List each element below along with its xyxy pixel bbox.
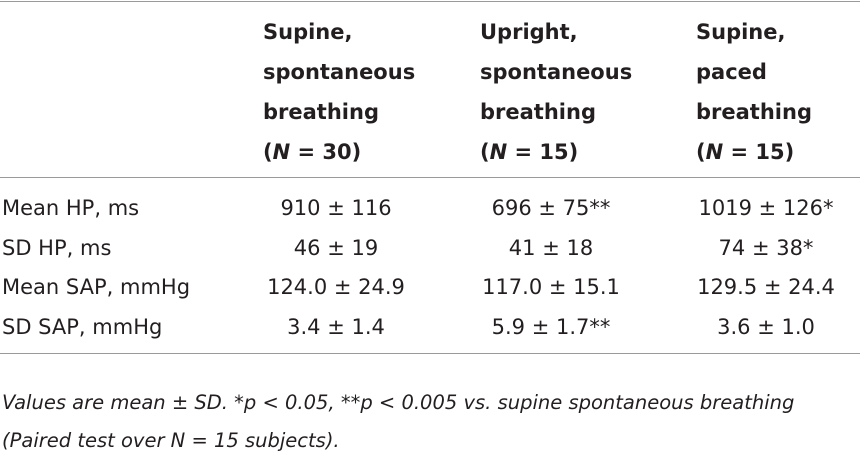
n-rest: = 15)	[723, 140, 795, 164]
cell-value: 5.9 ± 1.7**	[491, 314, 611, 339]
cell-value: 124.0 ± 24.9	[267, 275, 405, 299]
column-header-line: Supine,	[696, 20, 786, 44]
n-open: (	[263, 140, 273, 164]
column-header-line: spontaneous	[480, 60, 633, 84]
cell-value: 3.6 ± 1.0	[717, 314, 815, 339]
cell-value: 1019 ± 126*	[698, 196, 834, 220]
column-header-n: (N = 15)	[480, 132, 578, 172]
cell-value: 46 ± 19	[293, 235, 379, 260]
cell-value: 41 ± 18	[508, 235, 594, 260]
header-rule	[0, 177, 860, 178]
column-header-n: (N = 15)	[696, 132, 794, 172]
n-rest: = 15)	[507, 140, 579, 164]
n-open: (	[480, 140, 490, 164]
top-rule	[0, 1, 860, 2]
n-symbol: N	[705, 140, 724, 164]
cell-value: 74 ± 38*	[718, 235, 814, 260]
column-header-line: Upright,	[480, 20, 578, 44]
cell-value: 696 ± 75**	[491, 196, 611, 220]
n-symbol: N	[272, 140, 291, 164]
n-open: (	[696, 140, 706, 164]
n-rest: = 30)	[290, 140, 362, 164]
column-header-line: Supine,	[263, 20, 353, 44]
n-symbol: N	[489, 140, 508, 164]
column-header-line: breathing	[263, 100, 379, 124]
column-header-line: spontaneous	[263, 60, 416, 84]
bottom-rule	[0, 353, 860, 354]
row-label: SD HP, ms	[2, 235, 112, 260]
row-label: Mean HP, ms	[2, 196, 140, 220]
cell-value: 129.5 ± 24.4	[697, 275, 835, 299]
cell-value: 3.4 ± 1.4	[287, 314, 385, 339]
column-header-n: (N = 30)	[263, 132, 361, 172]
column-header-line: paced	[696, 60, 767, 84]
column-header-line: breathing	[480, 100, 596, 124]
row-label: Mean SAP, mmHg	[2, 275, 191, 299]
cell-value: 117.0 ± 15.1	[482, 275, 620, 299]
row-label: SD SAP, mmHg	[2, 314, 163, 339]
cell-value: 910 ± 116	[280, 196, 392, 220]
footnote: Values are mean ± SD. *p < 0.05, **p < 0…	[2, 391, 795, 452]
column-header-line: breathing	[696, 100, 812, 124]
